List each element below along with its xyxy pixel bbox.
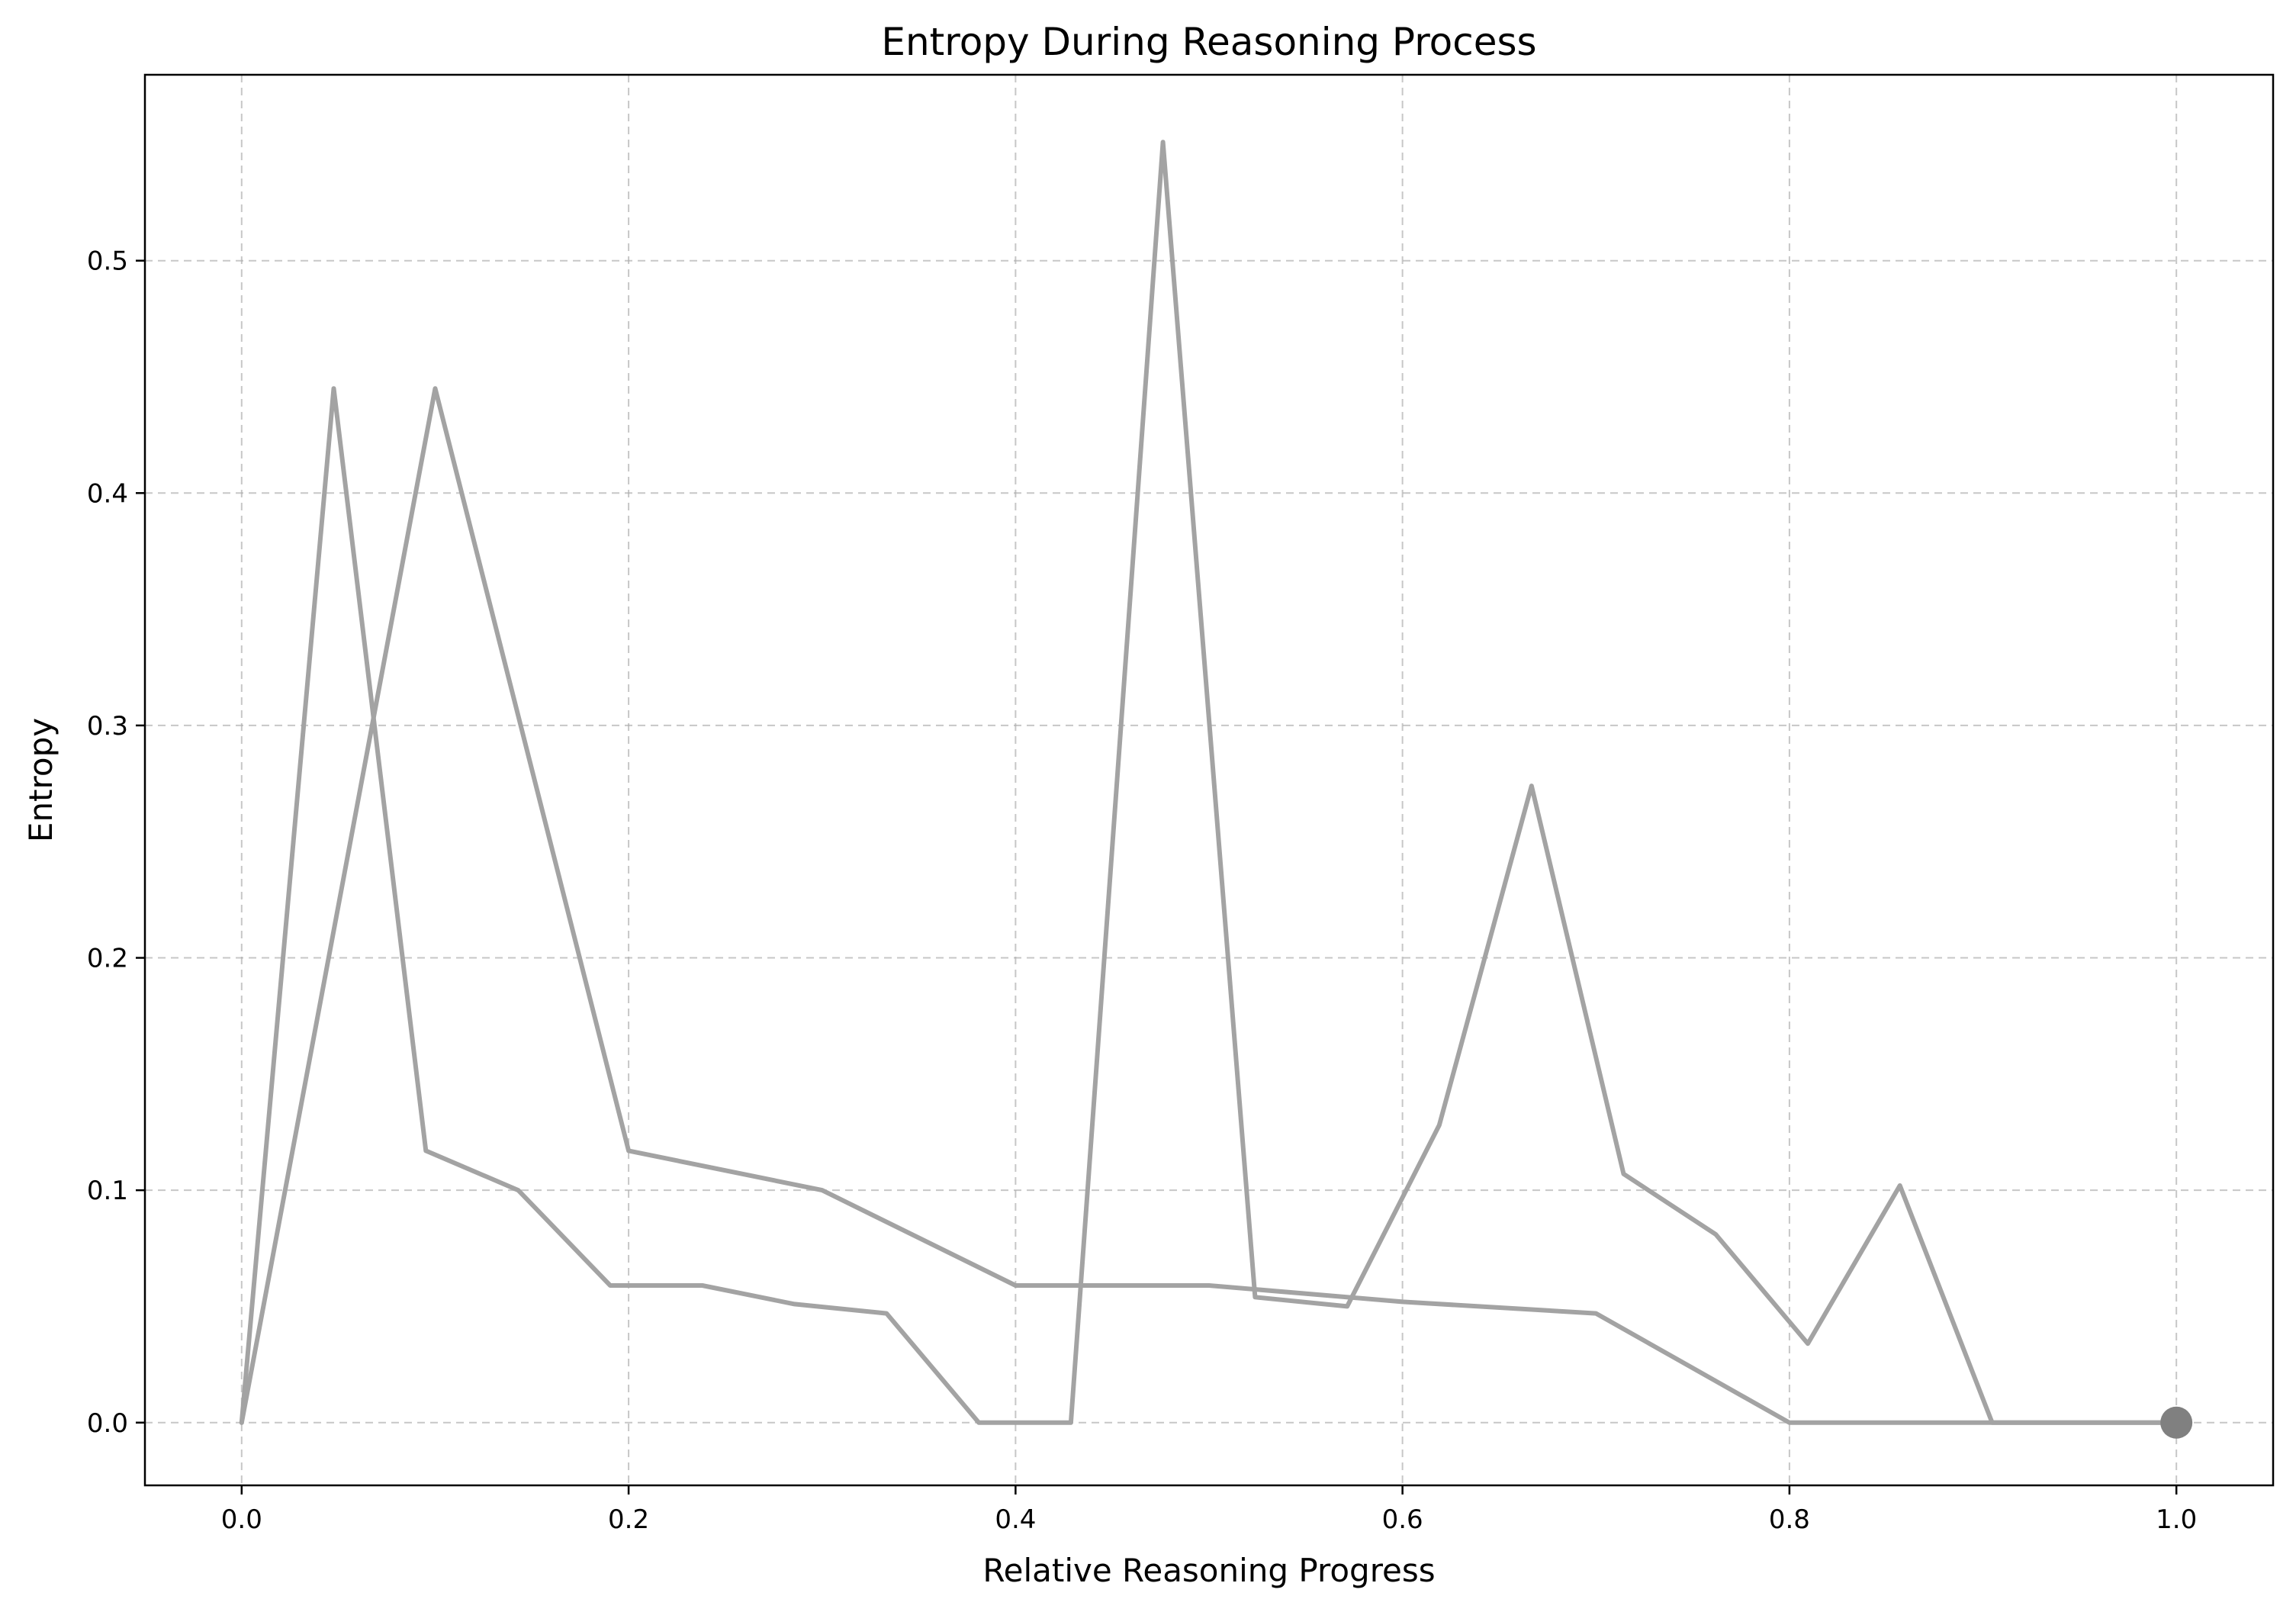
y-tick-label: 0.5 xyxy=(87,246,128,277)
y-tick-label: 0.0 xyxy=(87,1408,128,1439)
y-tick-label: 0.3 xyxy=(87,711,128,742)
x-axis-label: Relative Reasoning Progress xyxy=(982,1552,1435,1589)
series-line-1 xyxy=(239,386,2179,1425)
plot-frame xyxy=(143,73,2275,1487)
x-tick-label: 1.0 xyxy=(2156,1504,2197,1535)
y-tick-label: 0.1 xyxy=(87,1176,128,1206)
y-tick-label: 0.2 xyxy=(87,944,128,974)
y-axis-ticks: 0.0 0.1 0.2 0.3 0.4 0.5 xyxy=(87,246,145,1439)
x-tick-label: 0.2 xyxy=(608,1504,649,1535)
x-axis-ticks: 0.0 0.2 0.4 0.6 0.8 1.0 xyxy=(221,1485,2197,1535)
series-line-2 xyxy=(239,140,2179,1425)
series-layer xyxy=(239,140,2179,1425)
x-tick-label: 0.6 xyxy=(1382,1504,1423,1535)
x-tick-label: 0.4 xyxy=(995,1504,1036,1535)
marker-layer xyxy=(2160,1406,2193,1439)
y-axis-label: Entropy xyxy=(22,718,59,842)
y-tick-label: 0.4 xyxy=(87,478,128,509)
x-tick-label: 0.8 xyxy=(1769,1504,1810,1535)
chart-title: Entropy During Reasoning Process xyxy=(881,20,1536,64)
x-tick-label: 0.0 xyxy=(221,1504,262,1535)
end-point-marker xyxy=(2160,1406,2193,1439)
